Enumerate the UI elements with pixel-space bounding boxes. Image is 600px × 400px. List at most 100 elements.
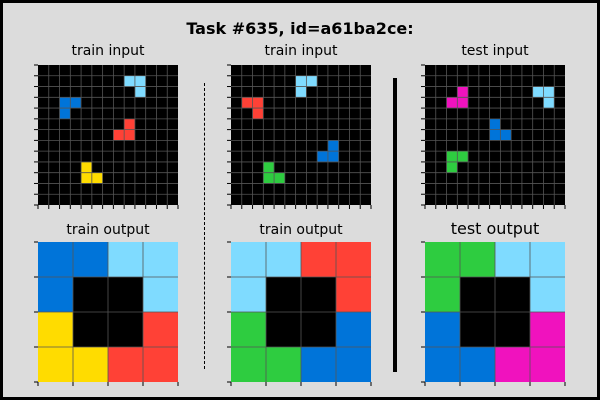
grid-cell <box>489 65 501 76</box>
grid-cell <box>38 183 49 195</box>
grid-cell <box>108 242 143 277</box>
grid-cell <box>38 65 49 76</box>
grid-cell <box>500 97 512 109</box>
grid-cell <box>554 194 565 205</box>
grid-cell <box>425 151 436 162</box>
grid-cell <box>435 183 447 195</box>
grid-cell <box>521 140 533 152</box>
grid-cell <box>468 151 479 162</box>
grid-cell <box>231 277 266 312</box>
grid-cell <box>511 97 522 109</box>
grid-cell <box>306 86 318 98</box>
grid-cell <box>81 97 92 109</box>
panel-label-train-output-2: train output <box>259 222 343 238</box>
grid-cell <box>70 97 82 109</box>
grid-cell <box>70 86 82 98</box>
grid-cell <box>511 172 522 184</box>
grid-cell <box>360 75 371 87</box>
grid-cell <box>489 183 501 195</box>
grid-cell <box>360 86 371 98</box>
grid-cell <box>489 194 501 205</box>
grid-cell <box>284 129 296 141</box>
grid-cell <box>532 129 544 141</box>
grid-cell <box>81 129 92 141</box>
grid-cell <box>295 172 307 184</box>
grid-cell <box>435 108 447 119</box>
grid-cell <box>145 140 157 152</box>
grid-cell <box>521 108 533 119</box>
grid-cell <box>134 65 146 76</box>
grid-cell <box>336 312 371 347</box>
grid-cell <box>489 140 501 152</box>
grid-cell <box>489 118 501 130</box>
grid-cell <box>511 108 522 119</box>
grid-cell <box>360 140 371 152</box>
grid-cell <box>59 86 71 98</box>
grid-cell <box>241 140 253 152</box>
grid-train-output-2 <box>227 241 372 386</box>
grid-cell <box>70 108 82 119</box>
grid-cell <box>301 312 336 347</box>
grid-cell <box>360 118 371 130</box>
grid-cell <box>425 118 436 130</box>
grid-cell <box>102 151 114 162</box>
grid-cell <box>134 172 146 184</box>
grid-cell <box>327 65 339 76</box>
grid-cell <box>167 183 178 195</box>
grid-cell <box>457 194 469 205</box>
grid-cell <box>48 129 60 141</box>
grid-cell <box>241 86 253 98</box>
grid-cell <box>48 118 60 130</box>
grid-cell <box>91 151 103 162</box>
grid-cell <box>338 161 350 173</box>
grid-cell <box>446 65 458 76</box>
grid-cell <box>457 75 469 87</box>
grid-cell <box>70 140 82 152</box>
grid-cell <box>468 65 479 76</box>
grid-cell <box>338 97 350 109</box>
grid-cell <box>48 140 60 152</box>
grid-cell <box>306 140 318 152</box>
grid-cell <box>489 86 501 98</box>
grid-cell <box>266 347 301 382</box>
grid-cell <box>134 97 146 109</box>
grid-cell <box>263 161 275 173</box>
grid-cell <box>231 75 242 87</box>
grid-cell <box>511 140 522 152</box>
grid-cell <box>446 183 458 195</box>
grid-cell <box>457 151 469 162</box>
grid-cell <box>554 151 565 162</box>
grid-cell <box>446 97 458 109</box>
grid-cell <box>102 65 114 76</box>
grid-cell <box>156 97 168 109</box>
grid-cell <box>156 161 168 173</box>
grid-cell <box>338 151 350 162</box>
grid-cell <box>435 75 447 87</box>
grid-cell <box>252 129 264 141</box>
grid-cell <box>167 129 178 141</box>
grid-cell <box>167 151 178 162</box>
panel-label-test-output: test output <box>450 219 540 238</box>
grid-cell <box>306 194 318 205</box>
grid-cell <box>554 118 565 130</box>
grid-cell <box>231 140 242 152</box>
grid-cell <box>511 151 522 162</box>
grid-cell <box>124 172 135 184</box>
grid-cell <box>167 75 178 87</box>
grid-cell <box>91 75 103 87</box>
grid-cell <box>252 140 264 152</box>
grid-cell <box>38 86 49 98</box>
grid-cell <box>327 97 339 109</box>
grid-cell <box>59 97 71 109</box>
grid-cell <box>468 86 479 98</box>
grid-cell <box>167 172 178 184</box>
grid-cell <box>102 97 114 109</box>
grid-cell <box>263 65 275 76</box>
grid-cell <box>554 75 565 87</box>
separator-dashed-line <box>204 83 205 369</box>
grid-cell <box>241 151 253 162</box>
grid-cell <box>124 108 135 119</box>
grid-cell <box>425 194 436 205</box>
grid-cell <box>73 312 108 347</box>
grid-cell <box>360 161 371 173</box>
